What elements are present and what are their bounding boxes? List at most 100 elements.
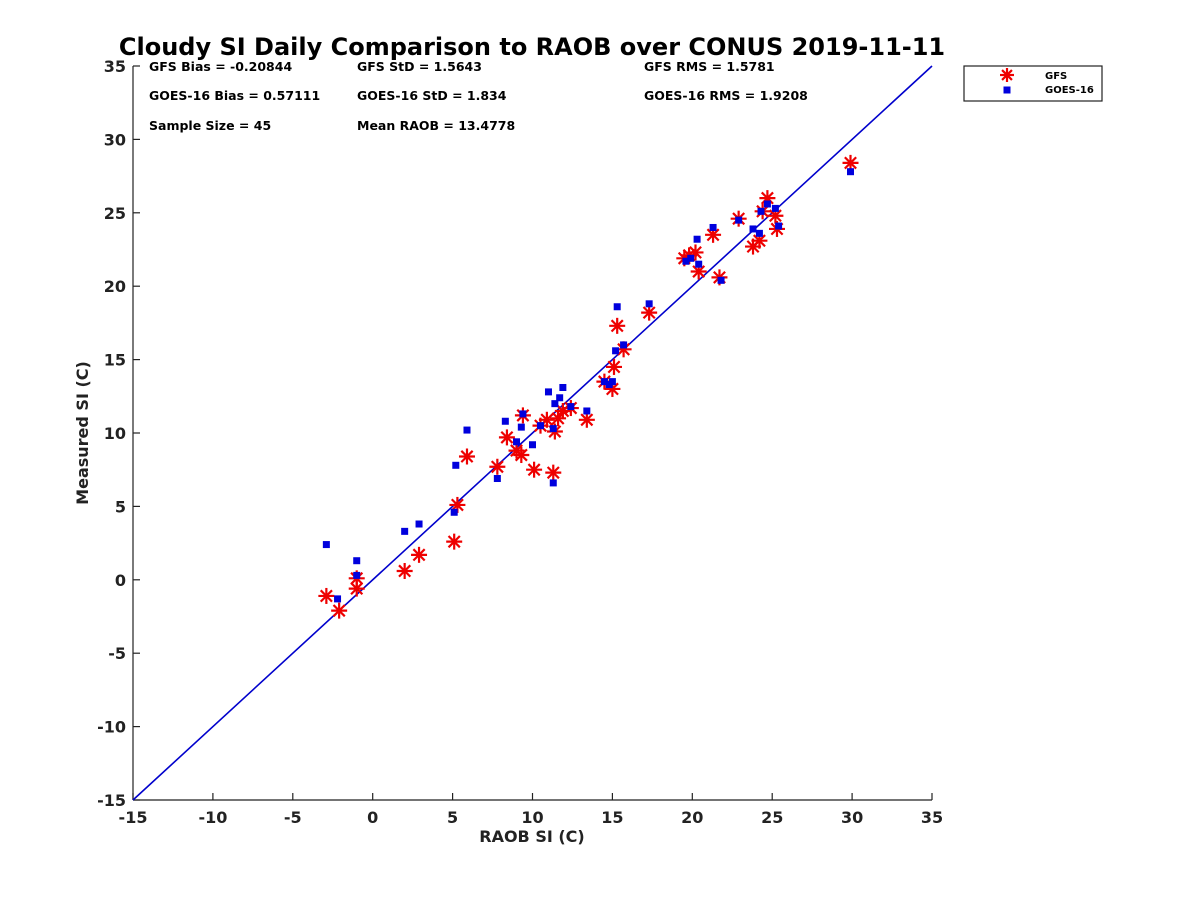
y-tick-label: 35 — [104, 57, 126, 76]
gfs-point — [498, 429, 515, 446]
x-tick-label: 35 — [921, 808, 943, 827]
legend-box — [963, 65, 1103, 102]
stat-gfs-rms: GFS RMS = 1.5781 — [644, 59, 775, 74]
x-tick-label: 30 — [841, 808, 863, 827]
y-tick-label: 15 — [104, 351, 126, 370]
x-tick-label: 5 — [447, 808, 458, 827]
goes16-point — [513, 438, 521, 446]
goes16-point — [536, 422, 544, 430]
legend-gfs-label: GFS — [1045, 71, 1067, 82]
goes16-point — [551, 400, 559, 408]
one-to-one-line — [132, 65, 933, 801]
goes16-point — [645, 300, 653, 308]
goes16-point — [608, 378, 616, 386]
legend-goes16-marker — [1003, 86, 1011, 94]
goes16-point — [735, 216, 743, 224]
gfs-point — [396, 562, 413, 579]
gfs-point — [411, 546, 428, 563]
stat-gfs-std: GFS StD = 1.5643 — [357, 59, 482, 74]
y-tick-label: 0 — [115, 571, 126, 590]
stat-sample-size: Sample Size = 45 — [149, 118, 271, 133]
gfs-point — [513, 447, 530, 464]
stat-goes16-rms: GOES-16 RMS = 1.9208 — [644, 88, 808, 103]
y-ticks: -15 -10 -5 0 5 10 15 20 25 30 35 — [97, 57, 140, 810]
gfs-point — [842, 154, 859, 171]
goes16-point — [463, 426, 471, 434]
goes16-point — [401, 527, 409, 535]
legend-gfs-asterisk — [1000, 68, 1014, 82]
chart-title: Cloudy SI Daily Comparison to RAOB over … — [119, 33, 945, 61]
stats-block: GFS Bias = -0.20844 GFS StD = 1.5643 GFS… — [149, 59, 808, 133]
series-goes16 — [322, 168, 855, 603]
gfs-point — [489, 458, 506, 475]
goes16-point — [452, 461, 460, 469]
x-tick-label: 10 — [521, 808, 543, 827]
x-tick-label: 20 — [681, 808, 703, 827]
goes16-point — [322, 541, 330, 549]
goes16-point — [755, 229, 763, 237]
y-tick-label: 30 — [104, 130, 126, 149]
goes16-point — [709, 223, 717, 231]
y-tick-label: -5 — [108, 644, 126, 663]
x-tick-label: 25 — [761, 808, 783, 827]
goes16-point — [353, 571, 361, 579]
goes16-point — [687, 254, 695, 262]
goes16-point — [757, 207, 765, 215]
y-tick-label: 5 — [115, 497, 126, 516]
gfs-point — [526, 461, 543, 478]
goes16-point — [556, 394, 564, 402]
gfs-point — [331, 602, 348, 619]
goes16-point — [763, 200, 771, 208]
gfs-point — [348, 580, 365, 597]
gfs-point — [449, 496, 466, 513]
goes16-point — [600, 378, 608, 386]
goes16-point — [519, 410, 527, 418]
goes16-point — [493, 475, 501, 483]
goes16-point — [847, 168, 855, 176]
goes16-point — [620, 341, 628, 349]
goes16-point — [613, 303, 621, 311]
stat-gfs-bias: GFS Bias = -0.20844 — [149, 59, 292, 74]
legend-gfs-marker — [1000, 68, 1014, 82]
gfs-point — [458, 448, 475, 465]
gfs-point — [687, 244, 704, 261]
gfs-point — [545, 464, 562, 481]
goes16-point — [529, 441, 536, 449]
goes16-point — [544, 388, 552, 396]
stat-goes16-bias: GOES-16 Bias = 0.57111 — [149, 88, 320, 103]
goes16-point — [775, 222, 783, 230]
goes16-point — [693, 235, 701, 243]
y-tick-label: -10 — [97, 718, 126, 737]
legend-goes16-square — [1003, 86, 1011, 94]
goes16-point — [415, 520, 423, 528]
goes16-point — [559, 383, 567, 391]
gfs-point — [605, 358, 622, 375]
goes16-point — [682, 257, 690, 265]
stat-mean-raob: Mean RAOB = 13.4778 — [357, 118, 515, 133]
y-tick-label: -15 — [97, 791, 126, 810]
x-tick-label: 0 — [367, 808, 378, 827]
goes16-point — [501, 417, 509, 425]
goes16-point — [771, 204, 779, 212]
y-axis-label: Measured SI (C) — [73, 361, 92, 505]
x-tick-label: 15 — [601, 808, 623, 827]
goes16-point — [549, 479, 557, 487]
legend-goes16-label: GOES-16 — [1045, 85, 1094, 96]
x-ticks: -15 -10 -5 0 5 10 15 20 25 30 35 — [119, 793, 943, 827]
goes16-point — [450, 508, 458, 516]
x-tick-label: -10 — [198, 808, 227, 827]
goes16-point — [517, 423, 525, 431]
gfs-point — [318, 587, 335, 604]
y-tick-label: 25 — [104, 204, 126, 223]
stat-goes16-std: GOES-16 StD = 1.834 — [357, 88, 507, 103]
goes16-point — [583, 407, 591, 415]
goes16-point — [567, 403, 575, 411]
goes16-point — [353, 557, 361, 565]
goes16-point — [549, 425, 557, 433]
x-tick-label: -15 — [119, 808, 148, 827]
x-axis-label: RAOB SI (C) — [479, 827, 584, 846]
goes16-point — [334, 595, 342, 603]
y-tick-label: 10 — [104, 424, 126, 443]
x-tick-label: -5 — [284, 808, 302, 827]
